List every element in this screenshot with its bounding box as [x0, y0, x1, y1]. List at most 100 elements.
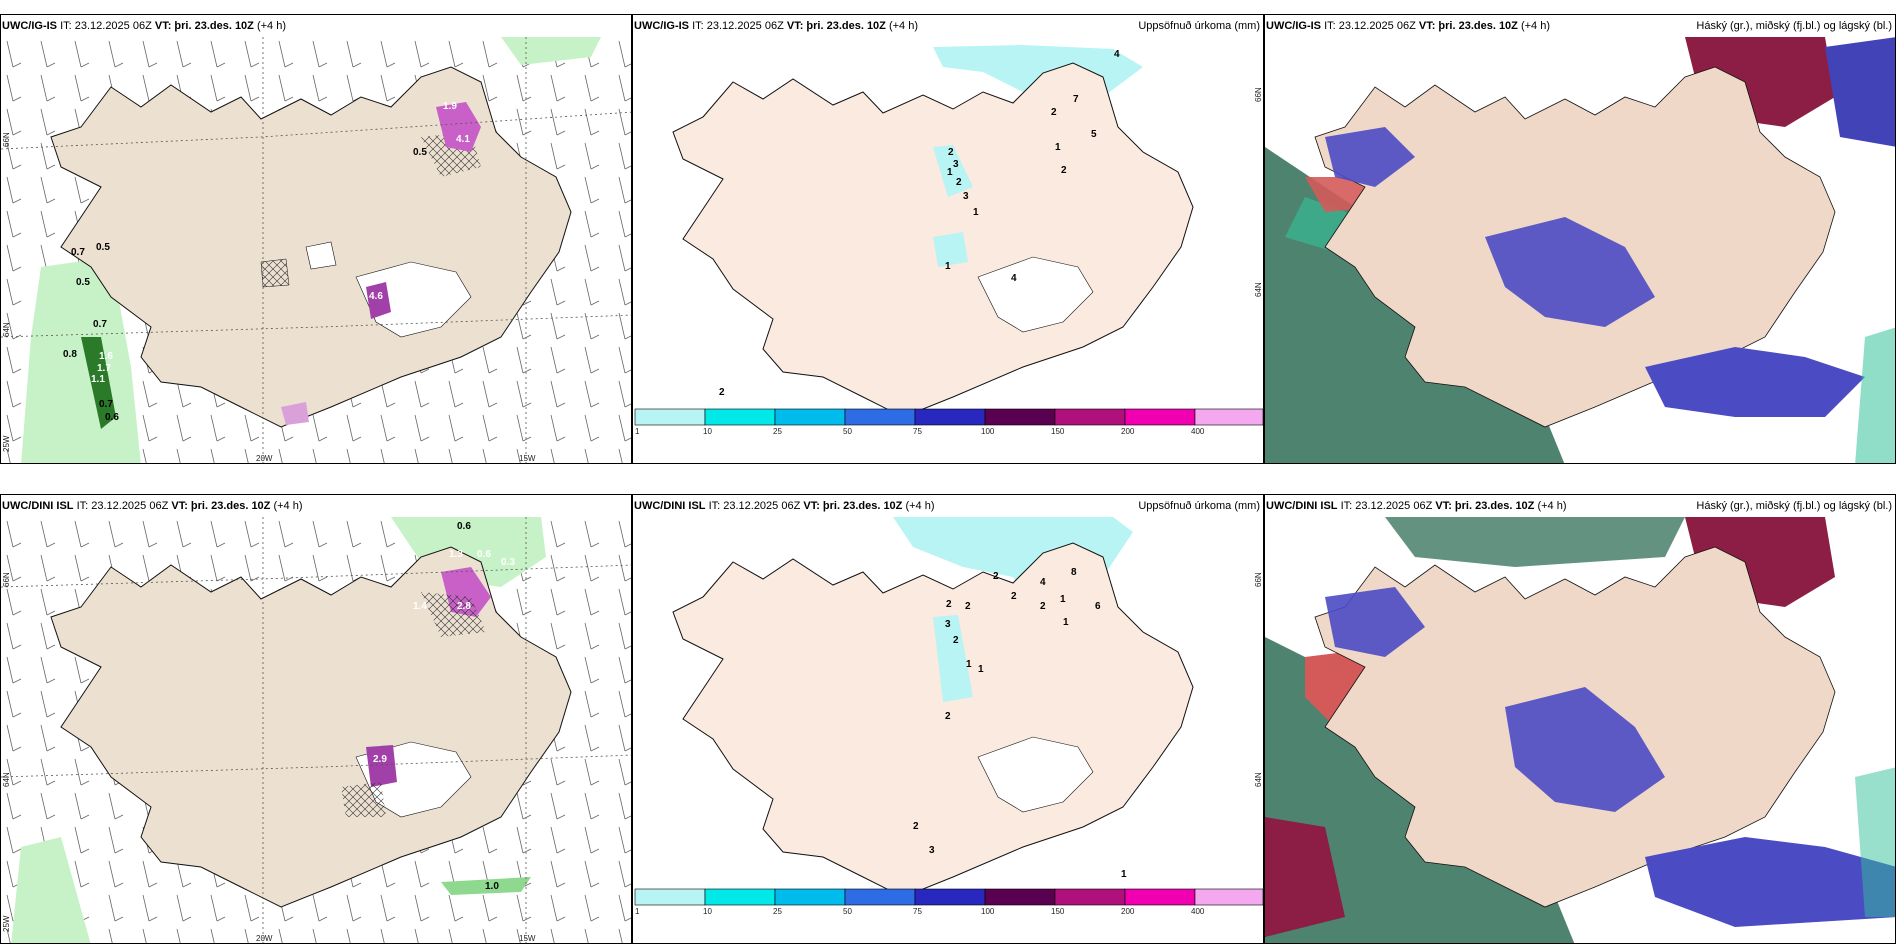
precip-value: 1	[966, 659, 972, 670]
mid-cloud-blue-west	[1325, 587, 1425, 657]
precip-value: 2	[953, 635, 959, 646]
lat-line-64n	[1, 754, 631, 778]
lead-time: (+4 h)	[256, 20, 287, 32]
precip-value: 5	[1091, 129, 1097, 140]
precip-title: Uppsöfnuð úrkoma (mm)	[1138, 20, 1260, 32]
accum-precip-map[interactable]: 1 10 25 50 75 100 150 200 400 66N 64N 2 …	[633, 517, 1264, 915]
init-time: IT: 23.12.2025 06Z	[76, 500, 169, 512]
precip-value: 1.0	[485, 881, 499, 892]
magenta-precip-central	[366, 745, 397, 787]
cyan-precip-west	[933, 615, 973, 702]
legend-tick: 50	[843, 907, 852, 915]
lon-label-20w: 20W	[256, 934, 273, 943]
mid-cloud-blue-south	[1645, 347, 1865, 417]
lead-time: (+4 h)	[1520, 20, 1551, 32]
precip-value: 2	[1040, 601, 1046, 612]
precip-value: 4	[1040, 577, 1046, 588]
valid-time: VT: þri. 23.des. 10Z	[803, 500, 903, 512]
cloud-layers-map[interactable]	[1265, 37, 1896, 464]
precip-value: 0.7	[71, 247, 85, 258]
precip-value: 1	[1055, 142, 1061, 153]
legend-swatch	[1124, 408, 1196, 426]
lead-time: (+4 h)	[273, 500, 303, 512]
precip-value: 4	[1011, 273, 1017, 284]
panel-bottom-right-clouds: UWC/DINI ISL IT: 23.12.2025 06Z VT: þri.…	[1264, 494, 1896, 944]
legend-swatch	[1124, 888, 1196, 906]
legend-swatch	[914, 888, 986, 906]
legend-tick: 150	[1051, 907, 1065, 915]
legend-swatch	[774, 888, 846, 906]
init-time: IT: 23.12.2025 06Z	[692, 20, 784, 32]
snow-area-1	[355, 261, 472, 338]
precip-value: 4	[1114, 49, 1120, 60]
precip-value: 2	[1051, 107, 1057, 118]
precip-value: 1	[1060, 594, 1066, 605]
precip-value: 0.8	[63, 349, 77, 360]
precip-value: 2	[945, 711, 951, 722]
panel-header: UWC/IG-IS IT: 23.12.2025 06Z VT: þri. 23…	[633, 15, 1263, 37]
legend-swatch	[844, 408, 916, 426]
precip-value: 0.6	[457, 521, 471, 532]
precip-value: 1.1	[91, 374, 105, 385]
legend-tick: 25	[773, 907, 782, 915]
precip-value: 0.5	[413, 147, 427, 158]
snow-area-2	[305, 241, 337, 270]
accum-precip-map[interactable]: 1 10 25 50 75 100 150 200 400 66N 64N 4 …	[633, 37, 1264, 435]
lat-line-64n	[1, 314, 631, 338]
mid-cloud-blue-central	[1485, 217, 1655, 327]
magenta-precip-north	[436, 102, 481, 152]
precip-value: 1.4	[413, 601, 427, 612]
hatch-central	[341, 782, 386, 817]
valid-time: VT: þri. 23.des. 10Z	[1435, 500, 1535, 512]
legend-swatch	[844, 888, 916, 906]
iceland-landmass	[672, 542, 1194, 898]
legend-tick: 100	[981, 907, 995, 915]
legend-tick: 50	[843, 427, 852, 435]
green-precip-west	[11, 837, 91, 943]
lat-label-66n: 66N	[2, 132, 11, 147]
precip-value: 4.1	[456, 134, 470, 145]
legend-swatch	[984, 888, 1056, 906]
legend-tick: 400	[1191, 907, 1205, 915]
snow-white-area	[977, 736, 1094, 813]
precip-value: 1	[947, 167, 953, 178]
init-time: IT: 23.12.2025 06Z	[708, 500, 801, 512]
lat-label-25w: 25W	[2, 915, 11, 932]
panel-header: UWC/DINI ISL IT: 23.12.2025 06Z VT: þri.…	[1, 495, 631, 517]
valid-time: VT: þri. 23.des. 10Z	[154, 20, 254, 32]
valid-time: VT: þri. 23.des. 10Z	[786, 20, 886, 32]
precip-value: 6	[1095, 601, 1101, 612]
panel-top-middle-accum-precip: UWC/IG-IS IT: 23.12.2025 06Z VT: þri. 23…	[632, 14, 1264, 464]
low-cloud-green-north	[1385, 517, 1685, 567]
precip-value: 4.6	[369, 291, 383, 302]
model-name: UWC/IG-IS	[1266, 20, 1321, 32]
lat-label-25w: 25W	[2, 435, 11, 452]
panel-top-right-clouds: UWC/IG-IS IT: 23.12.2025 06Z VT: þri. 23…	[1264, 14, 1896, 464]
legend-tick: 200	[1121, 907, 1135, 915]
legend-swatch	[1194, 888, 1263, 906]
precip-title: Uppsöfnuð úrkoma (mm)	[1138, 500, 1260, 512]
precip-value: 2	[1061, 165, 1067, 176]
snow-area-3	[260, 258, 290, 288]
panel-header: UWC/DINI ISL IT: 23.12.2025 06Z VT: þri.…	[633, 495, 1263, 517]
lon-label-15w: 15W	[519, 454, 536, 463]
legend-swatch	[704, 888, 776, 906]
precip-value: 0.6	[105, 412, 119, 423]
precip-value: 0.3	[501, 557, 515, 568]
lat-label-64n: 64N	[2, 772, 11, 787]
legend-tick: 200	[1121, 427, 1135, 435]
cloud-layers-map[interactable]	[1265, 517, 1896, 944]
mid-cloud-blue-central	[1505, 687, 1665, 812]
lat-label-66n: 66N	[1254, 87, 1263, 102]
lead-time: (+4 h)	[1537, 500, 1567, 512]
precip-value: 2	[956, 177, 962, 188]
wind-precip-map[interactable]: 66N 64N 25W 20W 15W 0.7 0.5 0.5 0.7 0.8 …	[1, 37, 632, 464]
precip-value: 3	[953, 159, 959, 170]
lon-label-20w: 20W	[256, 454, 273, 463]
precip-value: 2	[719, 387, 725, 398]
precip-value: 2	[946, 599, 952, 610]
legend-tick: 10	[703, 907, 712, 915]
legend-tick: 75	[913, 907, 922, 915]
wind-precip-map[interactable]: 66N 64N 25W 20W 15W 0.6 1.3 0.6 0.3 2.8 …	[1, 517, 632, 944]
cloud-title: Háský (gr.), miðský (fj.bl.) og lágský (…	[1696, 500, 1892, 512]
